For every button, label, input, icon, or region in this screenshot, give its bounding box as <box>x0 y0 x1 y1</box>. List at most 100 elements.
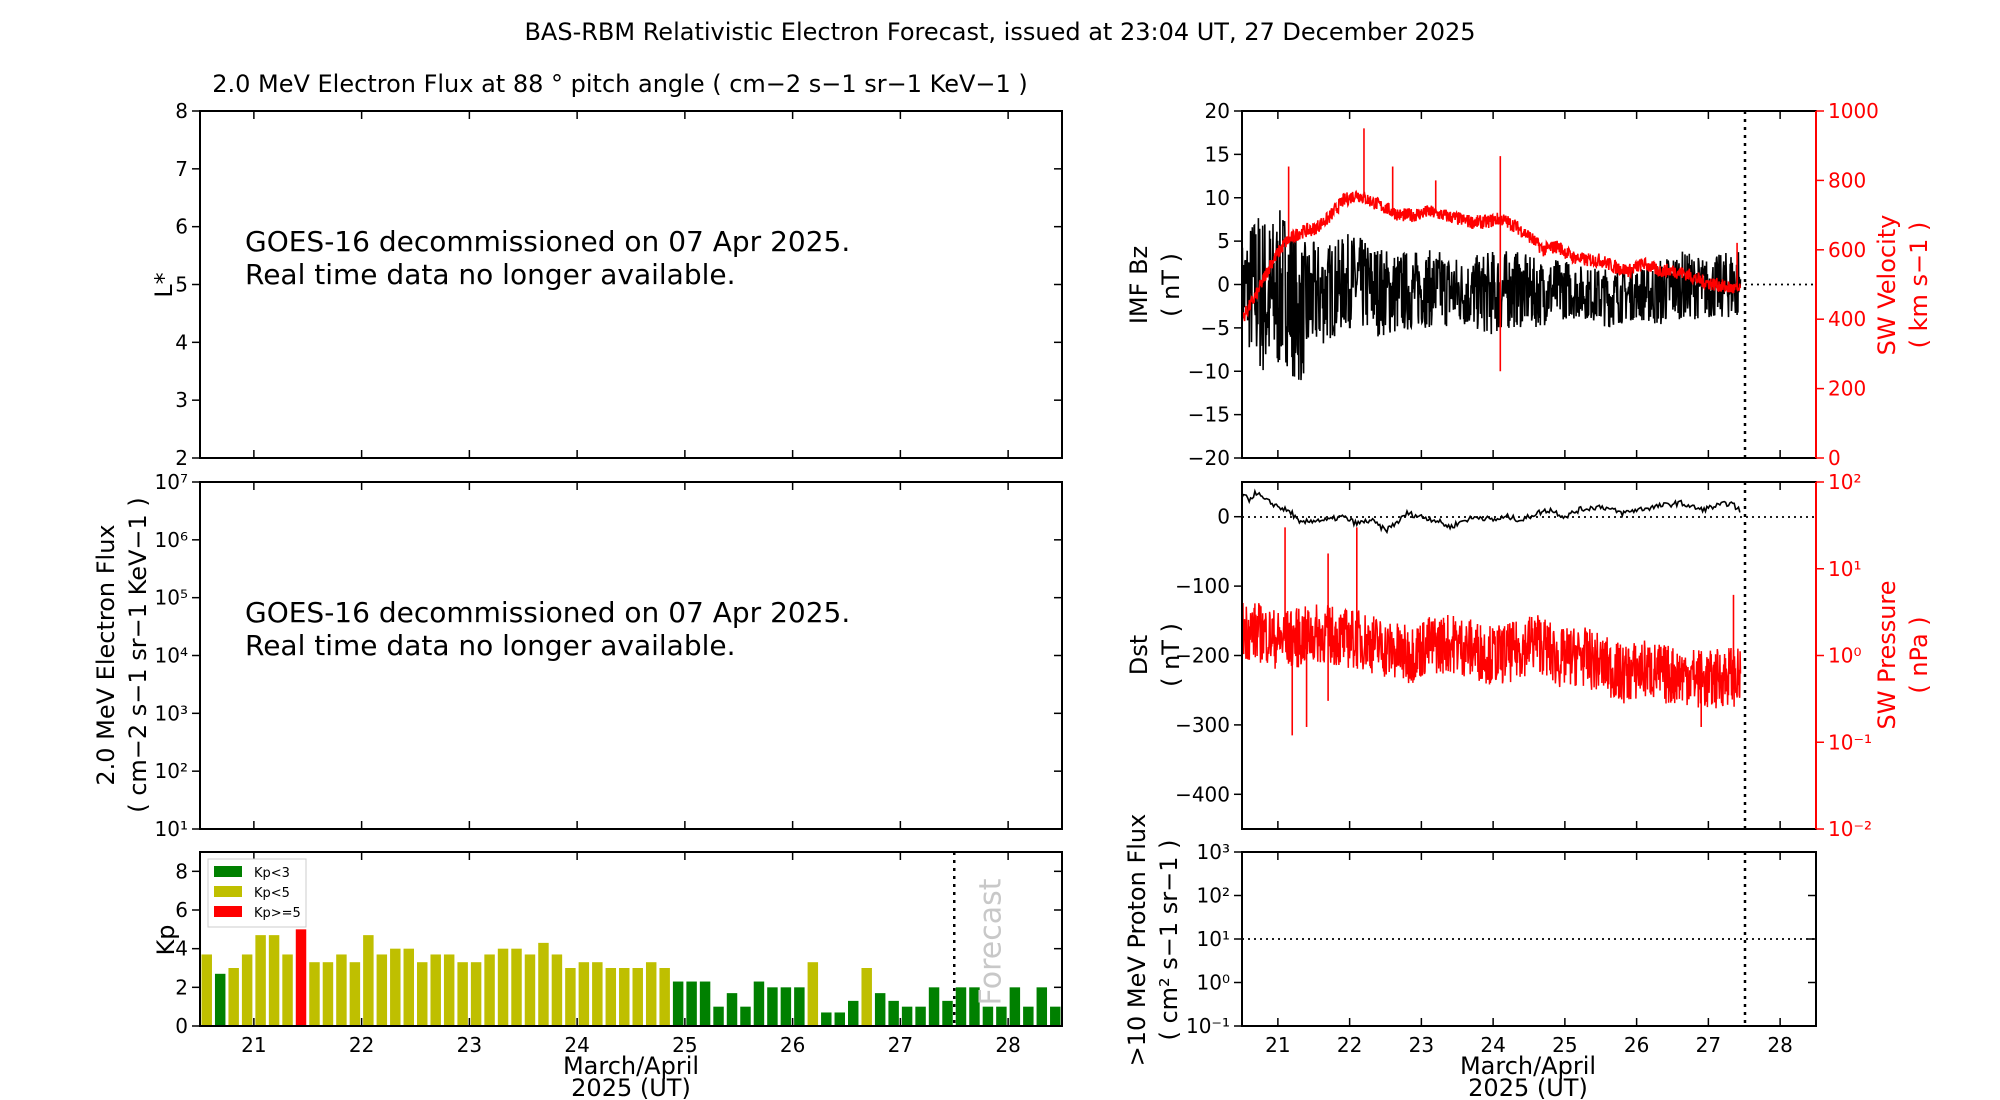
kp-bar <box>309 962 320 1026</box>
kp-bar <box>969 987 980 1026</box>
kp-bar <box>268 935 280 1026</box>
y-tick-label: −15 <box>1188 403 1230 427</box>
kp-bar <box>807 962 819 1026</box>
kp-bars <box>201 929 1061 1026</box>
kp-bar <box>228 968 239 1026</box>
y-tick-label: 3 <box>175 388 188 412</box>
flux-y-axis: 10¹ 10² 10³ 10⁴ 10⁵ 10⁶ 10⁷ <box>155 470 1062 841</box>
y-tick-label: 10⁷ <box>155 470 188 494</box>
kp-bar <box>996 1006 1007 1026</box>
kp-bar <box>753 981 765 1026</box>
y-tick-label: 10¹ <box>1197 927 1230 951</box>
kp-bar <box>1009 987 1021 1026</box>
kp-legend-swatch-mid <box>214 886 242 897</box>
flux-x-ticks <box>253 482 1009 829</box>
y-tick-label: 10⁵ <box>155 586 188 610</box>
y-tick-label: 15 <box>1205 142 1230 166</box>
flux-message-line1: GOES-16 decommissioned on 07 Apr 2025. <box>245 596 850 629</box>
y-tick-label: 8 <box>175 859 188 883</box>
y-tick-label: −20 <box>1188 446 1230 470</box>
sw-pressure-line <box>1241 602 1742 709</box>
kp-bar <box>619 968 630 1026</box>
kp-bar <box>417 962 428 1026</box>
y-tick-label: −10 <box>1188 359 1230 383</box>
sw-pressure-axis: 10⁻² 10⁻¹ 10⁰ 10¹ 10² <box>1815 470 1872 841</box>
kp-bar <box>376 954 388 1026</box>
right-tick-label: 10⁰ <box>1828 644 1861 668</box>
y-tick-label: 5 <box>1217 229 1230 253</box>
x-tick-label: 28 <box>1767 1033 1792 1057</box>
kp-bar <box>565 968 576 1026</box>
kp-bar <box>834 1012 845 1026</box>
kp-y-label: Kp <box>152 925 180 956</box>
kp-forecast-label: Forecast <box>973 878 1008 1005</box>
kp-bar <box>767 987 778 1026</box>
kp-bar <box>430 954 441 1026</box>
kp-bar <box>551 954 563 1026</box>
y-tick-label: 4 <box>175 330 188 354</box>
right-x-label-line2: 2025 (UT) <box>1468 1074 1588 1100</box>
kp-bar <box>848 1000 859 1026</box>
kp-bar <box>699 981 711 1026</box>
kp-bar <box>1036 987 1048 1026</box>
flux-panel: 10¹ 10² 10³ 10⁴ 10⁵ 10⁶ 10⁷ 2.0 MeV Electron F… <box>92 470 1063 841</box>
kp-legend-swatch-high <box>214 906 242 917</box>
right-tick-label: 10¹ <box>1828 557 1861 581</box>
y-tick-label: 20 <box>1205 99 1230 123</box>
kp-bar <box>888 1000 899 1026</box>
figure-title: BAS-RBM Relativistic Electron Forecast, … <box>524 18 1475 46</box>
y-tick-label: 0 <box>175 1014 188 1038</box>
y-tick-label: 2 <box>175 446 188 470</box>
y-tick-label: 6 <box>175 898 188 922</box>
kp-bar <box>686 981 697 1026</box>
flux-y-label-line1: 2.0 MeV Electron Flux <box>92 524 120 785</box>
kp-bar <box>915 1006 926 1026</box>
y-tick-label: −400 <box>1175 782 1230 806</box>
x-tick-label: 23 <box>1409 1033 1434 1057</box>
kp-bar <box>713 1006 724 1026</box>
kp-bar <box>443 954 455 1026</box>
x-tick-label: 25 <box>1552 1033 1577 1057</box>
y-tick-label: 10⁶ <box>155 528 188 552</box>
imf-y-label-line1: IMF Bz <box>1125 246 1153 324</box>
x-tick-label: 26 <box>1624 1033 1649 1057</box>
kp-bar <box>282 954 293 1026</box>
y-tick-label: 10⁰ <box>1197 971 1230 995</box>
y-tick-label: 7 <box>175 157 188 181</box>
kp-bar <box>982 1006 994 1026</box>
kp-bar <box>942 1000 953 1026</box>
kp-bar <box>740 1006 751 1026</box>
x-tick-label: 21 <box>1265 1033 1290 1057</box>
flux-message-line2: Real time data no longer available. <box>245 629 736 662</box>
right-tick-label: 1000 <box>1828 99 1879 123</box>
right-tick-label: 600 <box>1828 238 1866 262</box>
kp-x-axis: 21 22 23 24 25 26 27 28 <box>241 852 1021 1057</box>
kp-bar <box>1023 1006 1034 1026</box>
y-tick-label: 10⁴ <box>155 644 188 668</box>
y-tick-label: 4 <box>175 937 188 961</box>
y-tick-label: 0 <box>1217 505 1230 529</box>
kp-bar <box>403 948 414 1026</box>
x-tick-label: 22 <box>349 1033 374 1057</box>
sw-velocity-label-line2: ( km s−1 ) <box>1905 222 1933 349</box>
x-tick-label: 21 <box>241 1033 266 1057</box>
sw-pressure-label-line1: SW Pressure <box>1873 580 1901 729</box>
kp-bar <box>484 954 495 1026</box>
imf-x-ticks <box>1277 111 1781 458</box>
y-tick-label: −5 <box>1201 316 1230 340</box>
flux-y-label-line2: ( cm−2 s−1 sr−1 KeV−1 ) <box>124 497 152 813</box>
kp-legend-low: Kp<3 <box>254 866 290 881</box>
y-tick-label: −300 <box>1175 713 1230 737</box>
x-tick-label: 27 <box>888 1033 913 1057</box>
right-tick-label: 10⁻¹ <box>1828 730 1872 754</box>
kp-bar <box>497 948 509 1026</box>
kp-bar <box>538 942 549 1026</box>
lstar-y-axis: 2 3 4 5 6 7 8 <box>175 99 1062 470</box>
kp-bar <box>363 935 374 1026</box>
kp-bar <box>470 962 482 1026</box>
kp-bar <box>255 935 266 1026</box>
kp-bar <box>1050 1006 1061 1026</box>
y-tick-label: 10³ <box>155 701 188 725</box>
